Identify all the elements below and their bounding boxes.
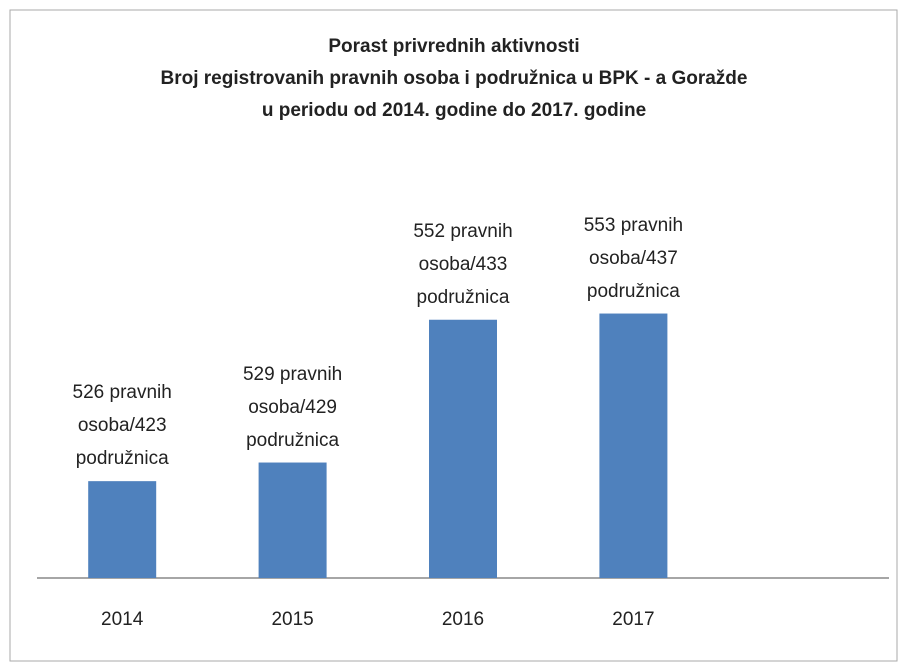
chart-title: u periodu od 2014. godine do 2017. godin… [262,100,646,121]
data-label: 526 pravnih osoba/423 podružnica [72,382,172,470]
bar [258,462,327,578]
x-tick-label: 2014 [101,609,144,630]
data-label: 552 pravnih osoba/433 podružnica [413,220,513,308]
data-label: 553 pravnih osoba/437 podružnica [583,214,684,302]
bar [88,481,157,578]
data-label: 529 pravnih osoba/429 podružnica [242,363,343,451]
x-tick-label: 2017 [612,609,654,630]
chart-title: Broj registrovanih pravnih osoba i podru… [161,68,748,89]
x-tick-label: 2015 [271,609,313,630]
bar [599,313,668,578]
bar [429,319,497,578]
x-tick-label: 2016 [442,609,484,630]
chart-title: Porast privrednih aktivnosti [328,36,579,57]
